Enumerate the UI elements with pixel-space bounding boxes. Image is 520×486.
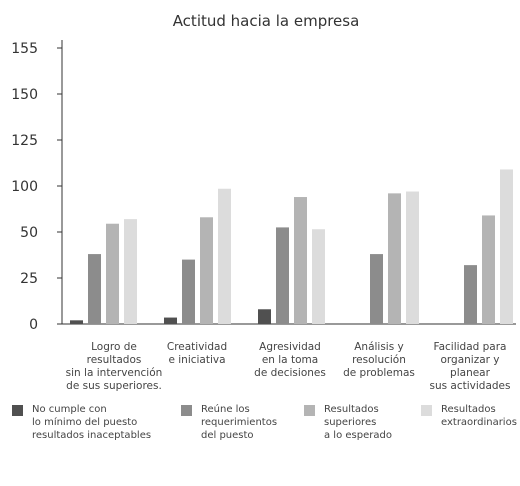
y-tick-label: 125 (11, 133, 38, 149)
bar-2-series-3 (200, 217, 213, 324)
legend-item-1: No cumple con lo mínimo del puesto resul… (12, 403, 151, 442)
x-tick-labels: Logro de resultados sin la intervención de … (66, 341, 511, 392)
legend-swatch-3 (304, 405, 315, 416)
y-tick-label: 150 (11, 87, 38, 103)
bar-2-series-2 (182, 259, 195, 324)
bar-1-series-4 (124, 219, 137, 324)
y-tick-label: 50 (20, 225, 38, 241)
bar-1-series-3 (106, 223, 119, 324)
x-tick-label-4: Análisis y resolución de problemas (343, 341, 415, 379)
bars (70, 169, 513, 324)
y-tick-label: 155 (11, 41, 38, 57)
legend-item-4: Resultados extraordinarios (421, 403, 517, 429)
bar-4-series-2 (370, 254, 383, 324)
x-tick-label-1: Logro de resultados sin la intervención de … (66, 341, 163, 392)
bar-3-series-2 (276, 227, 289, 324)
bar-5-series-2 (464, 265, 477, 324)
axes: 0 25 50 100 125 150 155 (11, 40, 516, 333)
legend-item-2: Reúne los requerimientos del puesto (181, 403, 277, 442)
x-tick-label-2: Creatividad e iniciativa (167, 341, 227, 366)
bar-2-series-1 (164, 317, 177, 324)
legend-label-1: No cumple con lo mínimo del puesto resul… (32, 404, 152, 441)
legend-swatch-2 (181, 405, 192, 416)
bar-4-series-3 (388, 193, 401, 324)
bar-1-series-2 (88, 254, 101, 324)
x-tick-label-5: Facilidad para organizar y planear sus acti… (429, 341, 510, 392)
chart-plot: Actitud hacia la empresa 0 25 50 100 125 150 1… (11, 12, 516, 392)
legend-item-3: Resultados superiores a lo esperado (304, 403, 392, 442)
y-tick-label: 25 (20, 271, 38, 287)
bar-3-series-4 (312, 229, 325, 324)
legend-label-2: Reúne los requerimientos del puesto (201, 404, 278, 441)
legend: No cumple con lo mínimo del puesto resul… (0, 403, 520, 483)
bar-5-series-3 (482, 215, 495, 324)
legend-label-3: Resultados superiores a lo esperado (324, 404, 392, 441)
bar-3-series-3 (294, 197, 307, 324)
bar-3-series-1 (258, 309, 271, 324)
bar-2-series-4 (218, 188, 231, 324)
y-tick-label: 100 (11, 179, 38, 195)
x-tick-label-3: Agresividad en la toma de decisiones (254, 341, 326, 379)
legend-label-4: Resultados extraordinarios (441, 404, 517, 428)
bar-5-series-4 (500, 169, 513, 324)
chart-title: Actitud hacia la empresa (173, 12, 360, 30)
legend-swatch-1 (12, 405, 23, 416)
legend-swatch-4 (421, 405, 432, 416)
bar-1-series-1 (70, 320, 83, 324)
bar-4-series-4 (406, 191, 419, 324)
y-tick-label: 0 (29, 317, 38, 333)
